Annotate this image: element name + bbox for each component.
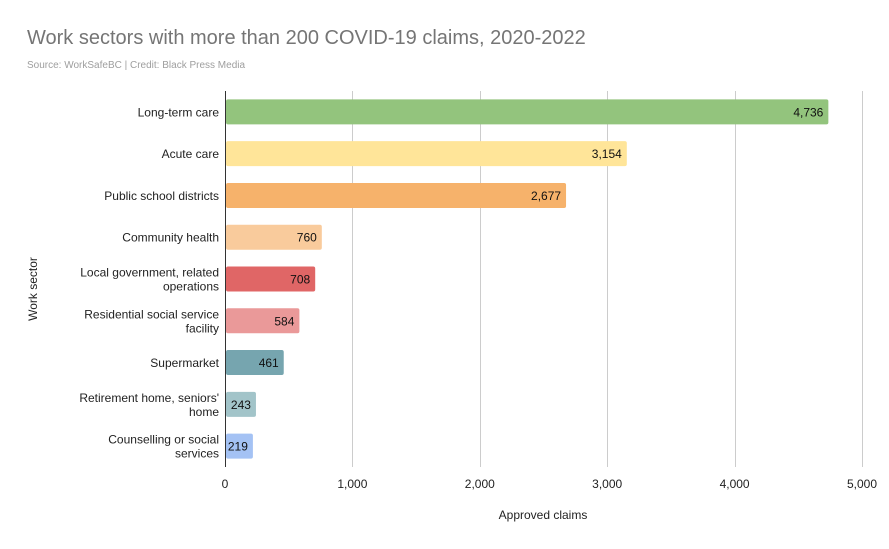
x-tick-label: 1,000 — [337, 477, 367, 491]
bar — [226, 224, 322, 250]
category-label: Residential social service facility — [84, 307, 219, 335]
bar — [226, 350, 284, 376]
x-tick-labels: 0 1,000 2,000 3,000 4,000 5,000 — [222, 477, 878, 491]
bar — [226, 266, 316, 292]
category-label: Local government, related operations — [80, 266, 219, 294]
category-label: Public school districts — [104, 189, 219, 203]
bar — [226, 141, 627, 167]
x-tick-label: 5,000 — [847, 477, 877, 491]
bar-data-label: 243 — [231, 398, 251, 412]
bar-data-label: 3,154 — [592, 147, 622, 161]
bar — [226, 182, 567, 208]
category-label: Supermarket — [150, 356, 219, 370]
chart-subtitle: Source: WorkSafeBC | Credit: Black Press… — [27, 60, 246, 71]
bar-data-label: 2,677 — [531, 189, 561, 203]
bar-data-label: 760 — [297, 231, 317, 245]
x-tick-label: 0 — [222, 477, 229, 491]
chart-title: Work sectors with more than 200 COVID-19… — [27, 27, 586, 49]
bar-data-label: 4,736 — [793, 105, 823, 119]
category-label: Acute care — [162, 147, 220, 161]
x-tick-label: 4,000 — [720, 477, 750, 491]
x-axis-title: Approved claims — [499, 508, 588, 522]
y-axis-title: Work sector — [26, 257, 40, 321]
bar-data-label: 219 — [228, 440, 248, 454]
category-label: Counselling or social services — [108, 433, 219, 461]
category-label: Retirement home, seniors' home — [79, 391, 219, 419]
bar — [226, 99, 829, 125]
bar-data-label: 708 — [290, 273, 310, 287]
x-tick-label: 2,000 — [465, 477, 495, 491]
category-label: Community health — [122, 231, 219, 245]
category-label: Long-term care — [138, 105, 220, 119]
x-tick-label: 3,000 — [592, 477, 622, 491]
category-labels: Long-term care Acute care Public school di… — [79, 105, 219, 460]
bars: 4,736 3,154 2,677 760 708 584 461 243 219 — [226, 99, 829, 459]
bar — [226, 308, 300, 334]
bar — [226, 391, 256, 417]
bar-data-label: 584 — [274, 314, 294, 328]
bar-data-label: 461 — [259, 356, 279, 370]
bar — [226, 433, 253, 459]
